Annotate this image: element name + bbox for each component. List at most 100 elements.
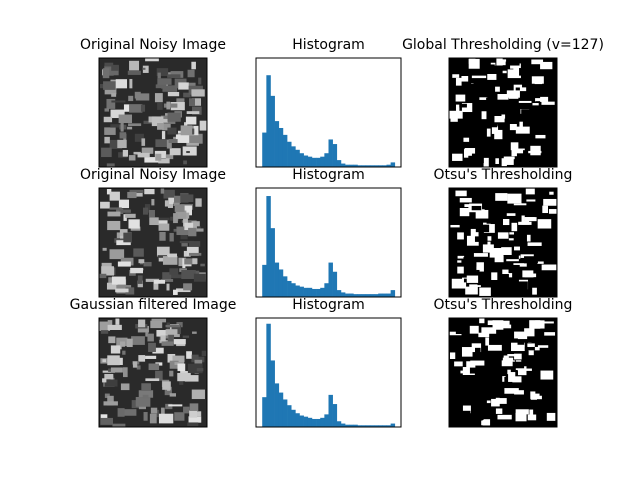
image-detail xyxy=(459,410,471,414)
image-detail xyxy=(117,408,125,417)
histogram-bar xyxy=(320,287,325,297)
image-detail xyxy=(174,204,185,212)
image-detail xyxy=(106,98,116,109)
image-detail xyxy=(128,123,142,127)
image-detail xyxy=(534,338,546,347)
histogram-bar xyxy=(365,165,371,167)
image-detail xyxy=(189,98,195,107)
image-detail xyxy=(160,188,165,194)
image-detail xyxy=(178,257,187,267)
image-detail xyxy=(156,218,168,226)
image-detail xyxy=(133,151,141,155)
histogram-bar xyxy=(291,283,296,297)
image-detail xyxy=(196,368,204,372)
image-detail xyxy=(484,207,489,210)
image-detail xyxy=(502,269,513,278)
image-detail xyxy=(502,320,512,329)
image-detail xyxy=(185,116,197,125)
image-detail xyxy=(497,122,510,131)
image-detail xyxy=(148,209,155,218)
image-detail xyxy=(144,157,160,163)
histogram-bar xyxy=(307,287,313,297)
image-detail xyxy=(511,149,524,157)
image-detail xyxy=(103,81,116,90)
image-detail xyxy=(110,109,125,119)
image-detail xyxy=(463,137,470,142)
image-detail xyxy=(512,376,522,383)
image-detail xyxy=(477,139,489,142)
image-detail xyxy=(132,361,138,368)
image-detail xyxy=(524,256,538,264)
image-detail xyxy=(502,219,510,226)
image-detail xyxy=(452,153,463,161)
histogram-bar xyxy=(336,160,342,167)
image-detail xyxy=(460,370,470,374)
image-detail xyxy=(531,153,540,163)
image-detail xyxy=(453,386,467,393)
image-detail xyxy=(463,149,469,158)
histogram-bar xyxy=(353,424,358,427)
image-detail xyxy=(129,189,144,193)
histogram-bar xyxy=(324,414,329,427)
image-detail xyxy=(104,108,110,112)
histogram-bar xyxy=(270,228,275,297)
image-detail xyxy=(511,222,518,232)
image-detail xyxy=(135,396,151,407)
image-detail xyxy=(478,332,490,338)
image-detail xyxy=(510,401,518,411)
image-detail xyxy=(459,103,467,108)
image-detail xyxy=(531,59,544,65)
image-detail xyxy=(525,135,535,141)
histogram-bar xyxy=(365,294,371,297)
histogram-bar xyxy=(262,264,267,297)
image-detail xyxy=(169,393,176,397)
image-detail xyxy=(178,82,189,90)
image-detail xyxy=(173,289,178,295)
histogram-bar xyxy=(378,425,383,427)
image-panel xyxy=(98,187,208,298)
image-detail xyxy=(501,59,507,66)
image-detail xyxy=(119,341,126,347)
histogram-bar xyxy=(262,397,267,427)
image-detail xyxy=(184,258,198,265)
image-detail xyxy=(116,240,131,246)
image-detail xyxy=(133,248,144,257)
image-detail xyxy=(111,93,117,97)
image-detail xyxy=(524,328,535,337)
image-detail xyxy=(544,332,556,336)
image-detail xyxy=(145,332,149,337)
image-detail xyxy=(143,261,152,267)
image-detail xyxy=(117,139,127,149)
image-detail xyxy=(181,241,188,247)
image-detail xyxy=(489,361,498,372)
image-panel xyxy=(448,187,558,298)
image-detail xyxy=(461,103,473,113)
image-detail xyxy=(158,413,174,424)
image-detail xyxy=(449,62,461,66)
image-detail xyxy=(191,389,205,400)
image-detail xyxy=(125,213,136,218)
image-detail xyxy=(189,133,203,144)
histogram-bar xyxy=(369,425,375,427)
axes-frame xyxy=(255,57,402,168)
histogram-bar xyxy=(291,409,296,427)
image-detail xyxy=(469,284,481,287)
image-detail xyxy=(175,210,187,219)
image-detail xyxy=(165,154,174,160)
axes-title: Gaussian filtered Image xyxy=(70,297,237,313)
image-detail xyxy=(186,142,199,146)
image-detail xyxy=(491,201,500,206)
histogram-bar xyxy=(340,423,346,427)
image-detail xyxy=(517,341,525,345)
image-detail xyxy=(187,422,199,427)
image-detail xyxy=(523,370,538,376)
histogram-bar xyxy=(361,165,367,167)
image-detail xyxy=(126,338,133,348)
image-detail xyxy=(138,355,146,362)
histogram-bar xyxy=(336,421,342,427)
image-detail xyxy=(532,376,546,383)
histogram-bar xyxy=(262,132,267,167)
axes-title: Original Noisy Image xyxy=(80,167,226,183)
image-detail xyxy=(129,78,133,89)
image-detail xyxy=(160,335,166,343)
